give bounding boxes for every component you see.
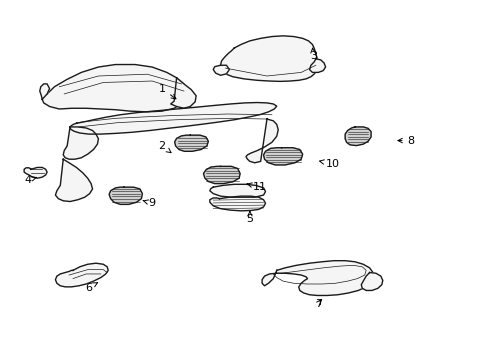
Text: 3: 3 bbox=[310, 48, 317, 61]
Text: 11: 11 bbox=[247, 182, 267, 192]
Text: 7: 7 bbox=[315, 299, 322, 309]
Polygon shape bbox=[310, 59, 326, 72]
Polygon shape bbox=[55, 159, 93, 202]
Polygon shape bbox=[203, 166, 240, 184]
Text: 5: 5 bbox=[246, 211, 253, 224]
Text: 8: 8 bbox=[398, 136, 415, 145]
Text: 9: 9 bbox=[143, 198, 156, 208]
Polygon shape bbox=[210, 184, 266, 197]
Polygon shape bbox=[171, 78, 196, 108]
Text: 4: 4 bbox=[24, 175, 37, 185]
Polygon shape bbox=[55, 263, 108, 287]
Polygon shape bbox=[361, 273, 383, 291]
Polygon shape bbox=[262, 261, 373, 296]
Polygon shape bbox=[40, 84, 49, 99]
Polygon shape bbox=[210, 196, 266, 211]
Polygon shape bbox=[42, 64, 189, 112]
Polygon shape bbox=[70, 103, 277, 134]
Text: 6: 6 bbox=[85, 283, 98, 293]
Polygon shape bbox=[109, 187, 143, 204]
Polygon shape bbox=[220, 36, 318, 81]
Text: 10: 10 bbox=[319, 159, 340, 169]
Polygon shape bbox=[63, 127, 98, 159]
Polygon shape bbox=[345, 127, 371, 145]
Polygon shape bbox=[213, 65, 229, 75]
Polygon shape bbox=[264, 148, 303, 165]
Polygon shape bbox=[246, 119, 278, 163]
Text: 1: 1 bbox=[158, 84, 176, 99]
Polygon shape bbox=[174, 135, 208, 151]
Polygon shape bbox=[24, 167, 47, 178]
Text: 2: 2 bbox=[158, 141, 171, 153]
